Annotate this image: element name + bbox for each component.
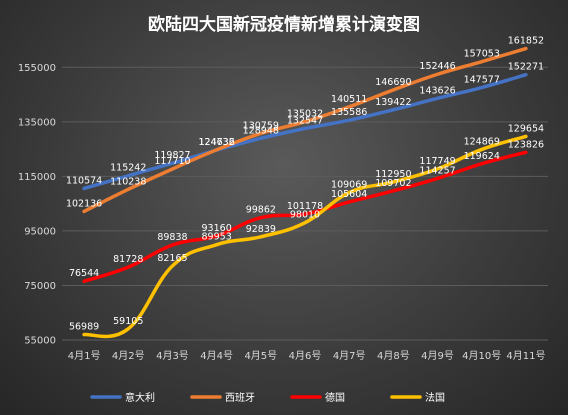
data-label: 112950 (375, 169, 411, 180)
y-tick-label: 75000 (24, 281, 56, 292)
data-label: 124736 (199, 137, 235, 148)
data-label: 109702 (375, 178, 411, 189)
legend: 意大利 西班牙 德国 法国 (90, 391, 445, 404)
data-label: 109069 (331, 180, 367, 191)
data-label: 123826 (508, 139, 544, 150)
legend-label: 德国 (325, 391, 345, 404)
data-label: 98010 (290, 210, 320, 221)
y-tick-label: 55000 (24, 336, 56, 347)
legend-label: 西班牙 (225, 392, 255, 404)
x-tick-label: 4月4号 (200, 350, 233, 362)
data-label: 128948 (243, 125, 279, 136)
y-tick-label: 135000 (18, 117, 56, 128)
data-label: 110574 (66, 175, 102, 186)
data-label: 119827 (154, 150, 190, 161)
data-label: 56989 (69, 322, 99, 333)
legend-label: 法国 (425, 391, 445, 404)
data-label: 143626 (419, 85, 455, 96)
series-line (82, 134, 528, 339)
data-label: 135032 (287, 109, 323, 120)
data-label: 101178 (287, 201, 323, 212)
data-label: 119624 (464, 151, 500, 162)
x-tick-label: 4月6号 (289, 350, 322, 362)
data-label: 140511 (331, 94, 367, 105)
y-axis: 55000 75000 95000 115000 135000 155000 (18, 63, 56, 347)
x-tick-label: 4月8号 (377, 350, 410, 362)
series-lines (82, 46, 528, 339)
data-label: 152271 (508, 62, 544, 73)
x-tick-label: 4月2号 (112, 350, 145, 362)
data-label: 99862 (246, 205, 276, 216)
x-axis: 4月1号 4月2号 4月3号 4月4号 4月5号 4月6号 4月7号 4月8号 4月9号 4月10… (68, 350, 546, 362)
data-label: 117749 (419, 156, 455, 167)
data-label: 129654 (508, 123, 544, 134)
data-label: 147577 (464, 75, 500, 86)
data-label: 139422 (375, 97, 411, 108)
x-tick-label: 4月3号 (156, 350, 189, 362)
data-label: 89838 (157, 232, 187, 243)
data-label: 105604 (331, 189, 367, 200)
data-label: 110238 (110, 176, 146, 187)
x-tick-label: 4月5号 (244, 350, 277, 362)
data-label: 124869 (464, 136, 500, 147)
data-labels: 110574 115242 119827 124632 128948 132547 1355… (66, 36, 544, 333)
data-label: 130759 (243, 120, 279, 131)
series-line (82, 150, 528, 283)
data-label: 82165 (157, 253, 187, 264)
data-label: 146690 (375, 77, 411, 88)
data-label: 124632 (199, 137, 235, 148)
data-label: 161852 (508, 36, 544, 47)
chart-title: 欧陆四大国新冠疫情新增累计演变图 (148, 14, 420, 35)
data-label: 117710 (154, 156, 190, 167)
data-label: 114257 (419, 165, 455, 176)
data-label: 135586 (331, 107, 367, 118)
x-tick-label: 4月1号 (68, 350, 101, 362)
x-tick-label: 4月11号 (506, 350, 545, 362)
data-label: 89953 (202, 232, 232, 243)
x-tick-label: 4月9号 (421, 350, 454, 362)
series-line (82, 46, 528, 214)
y-tick-label: 115000 (18, 172, 56, 183)
data-label: 102136 (66, 198, 102, 209)
data-label: 81728 (113, 254, 143, 265)
y-tick-label: 95000 (24, 226, 56, 237)
y-tick-label: 155000 (18, 63, 56, 74)
data-label: 92839 (246, 224, 276, 235)
data-label: 93160 (202, 223, 232, 234)
x-tick-label: 4月10号 (462, 350, 501, 362)
series-line (82, 72, 528, 191)
x-tick-label: 4月7号 (333, 350, 366, 362)
data-label: 59105 (113, 316, 143, 327)
legend-label: 意大利 (125, 391, 155, 404)
data-label: 76544 (69, 268, 99, 279)
data-label: 115242 (110, 163, 146, 174)
data-label: 152446 (419, 61, 455, 72)
data-label: 132547 (287, 116, 323, 127)
data-label: 157053 (464, 49, 500, 60)
